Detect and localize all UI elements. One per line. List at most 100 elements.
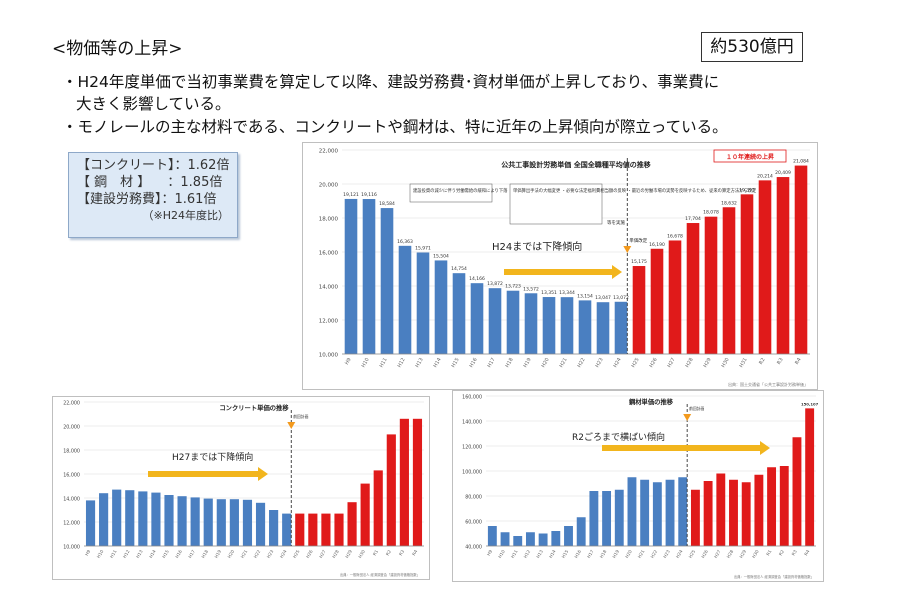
bar — [334, 513, 344, 546]
bar — [434, 260, 448, 354]
x-tick-label: H16 — [573, 549, 583, 560]
data-label: 13,572 — [523, 286, 539, 292]
y-tick-label: 22,000 — [63, 401, 80, 407]
bar — [690, 489, 700, 546]
bar — [792, 437, 802, 546]
data-label: 16,190 — [649, 242, 665, 248]
bar — [650, 248, 664, 354]
x-tick-label: H15 — [561, 549, 571, 560]
data-label: 15,504 — [433, 253, 449, 259]
x-tick-label: R4 — [794, 357, 803, 366]
x-tick-label: H12 — [122, 549, 132, 560]
ratio-steel: 【 鋼 材 】 ：1.85倍 — [77, 175, 223, 190]
y-tick-label: 160,000 — [462, 395, 482, 401]
x-tick-label: H23 — [266, 549, 276, 560]
bar — [99, 493, 109, 546]
x-tick-label: H11 — [510, 549, 520, 560]
y-tick-label: 60,000 — [465, 520, 482, 526]
x-tick-label: H27 — [318, 549, 328, 560]
y-tick-label: 40,000 — [465, 545, 482, 551]
marker-label: 前回計画 — [689, 406, 704, 411]
trend-label: H24までは下降傾向 — [492, 240, 582, 253]
y-tick-label: 22,000 — [319, 149, 339, 155]
bar — [500, 532, 510, 546]
chart-title: コンクリート単価の推移 — [219, 403, 289, 412]
data-label: 16,363 — [397, 239, 413, 245]
note1-label: 建設投資の減少に伴う労働需給の緩和により下落 — [413, 187, 508, 194]
bullet-line-2: ・モノレールの主な材料である、コンクリートや鋼材は、特に近年の上昇傾向が際立って… — [62, 118, 728, 136]
data-label: 13,154 — [577, 293, 593, 299]
x-tick-label: H22 — [253, 549, 263, 560]
trend-arrow-head — [258, 467, 268, 481]
chart-title: 鋼材単価の推移 — [628, 397, 674, 406]
bar — [412, 418, 423, 546]
bar — [344, 198, 358, 354]
y-tick-label: 20,000 — [63, 425, 80, 431]
x-tick-label: R1 — [765, 549, 773, 557]
data-label: 18,632 — [721, 200, 737, 206]
y-tick-label: 100,000 — [462, 470, 482, 476]
bar — [164, 495, 174, 546]
x-tick-label: H13 — [414, 357, 424, 369]
bar — [741, 482, 751, 546]
x-tick-label: H16 — [174, 549, 184, 560]
x-tick-label: H24 — [675, 549, 685, 560]
y-tick-label: 14,000 — [319, 285, 339, 291]
y-tick-label: 16,000 — [63, 473, 80, 479]
bar — [269, 510, 279, 546]
bar — [513, 536, 523, 546]
x-tick-label: H23 — [594, 357, 604, 369]
marker-label: 前回計画 — [293, 414, 308, 419]
x-tick-label: H13 — [135, 549, 145, 560]
bar — [704, 216, 718, 354]
bar — [716, 473, 726, 546]
x-tick-label: H30 — [720, 357, 730, 369]
trend-label: R2ごろまで横ばい傾向 — [572, 431, 665, 443]
x-tick-label: H24 — [612, 357, 622, 369]
bar — [470, 283, 484, 354]
x-tick-label: H21 — [558, 357, 568, 369]
callout-label: １０年連続の上昇 — [726, 153, 774, 161]
x-tick-label: H29 — [738, 549, 748, 560]
bar — [177, 496, 187, 546]
bar — [754, 474, 764, 546]
data-label: 20,214 — [757, 173, 773, 179]
bar — [589, 491, 599, 546]
y-tick-label: 16,000 — [319, 251, 339, 257]
data-label: 13,072 — [613, 295, 629, 301]
x-tick-label: H14 — [148, 549, 158, 560]
boundary-marker — [623, 246, 632, 253]
boundary-marker — [683, 414, 692, 421]
trend-arrow-head — [760, 441, 770, 455]
bar — [678, 477, 688, 546]
x-tick-label: H15 — [450, 357, 460, 369]
y-tick-label: 18,000 — [319, 217, 339, 223]
x-tick-label: H26 — [700, 549, 710, 560]
note2-label: 単価算出手法の大幅変更 ・必要な法定福利費相当額の反映 ・最近の労働市場の実勢を… — [513, 187, 757, 194]
x-tick-label: H30 — [357, 549, 367, 560]
y-tick-label: 12,000 — [63, 521, 80, 527]
x-tick-label: H20 — [540, 357, 550, 369]
bar — [452, 273, 466, 354]
data-label: 21,084 — [793, 159, 809, 165]
data-label: 13,344 — [559, 290, 575, 296]
x-tick-label: H17 — [586, 549, 596, 560]
chart-frame — [302, 142, 818, 390]
data-label: 150,107 — [801, 401, 819, 406]
data-label: 13,723 — [505, 284, 521, 290]
data-label: 13,047 — [595, 295, 611, 301]
bar — [125, 490, 135, 546]
note1-box — [409, 183, 493, 203]
x-tick-label: H27 — [666, 357, 676, 369]
bar — [729, 479, 738, 546]
y-tick-label: 20,000 — [319, 183, 339, 189]
source-note: 出典：一般財団法人 経済調査会「建設資材価格指数」 — [340, 572, 420, 577]
bar — [85, 500, 96, 546]
x-tick-label: H29 — [344, 549, 354, 560]
bar — [767, 467, 777, 546]
bar — [190, 497, 200, 546]
x-tick-label: R4 — [803, 549, 811, 557]
x-tick-label: H26 — [305, 549, 315, 560]
bar — [386, 434, 396, 546]
x-tick-label: H28 — [331, 549, 341, 560]
